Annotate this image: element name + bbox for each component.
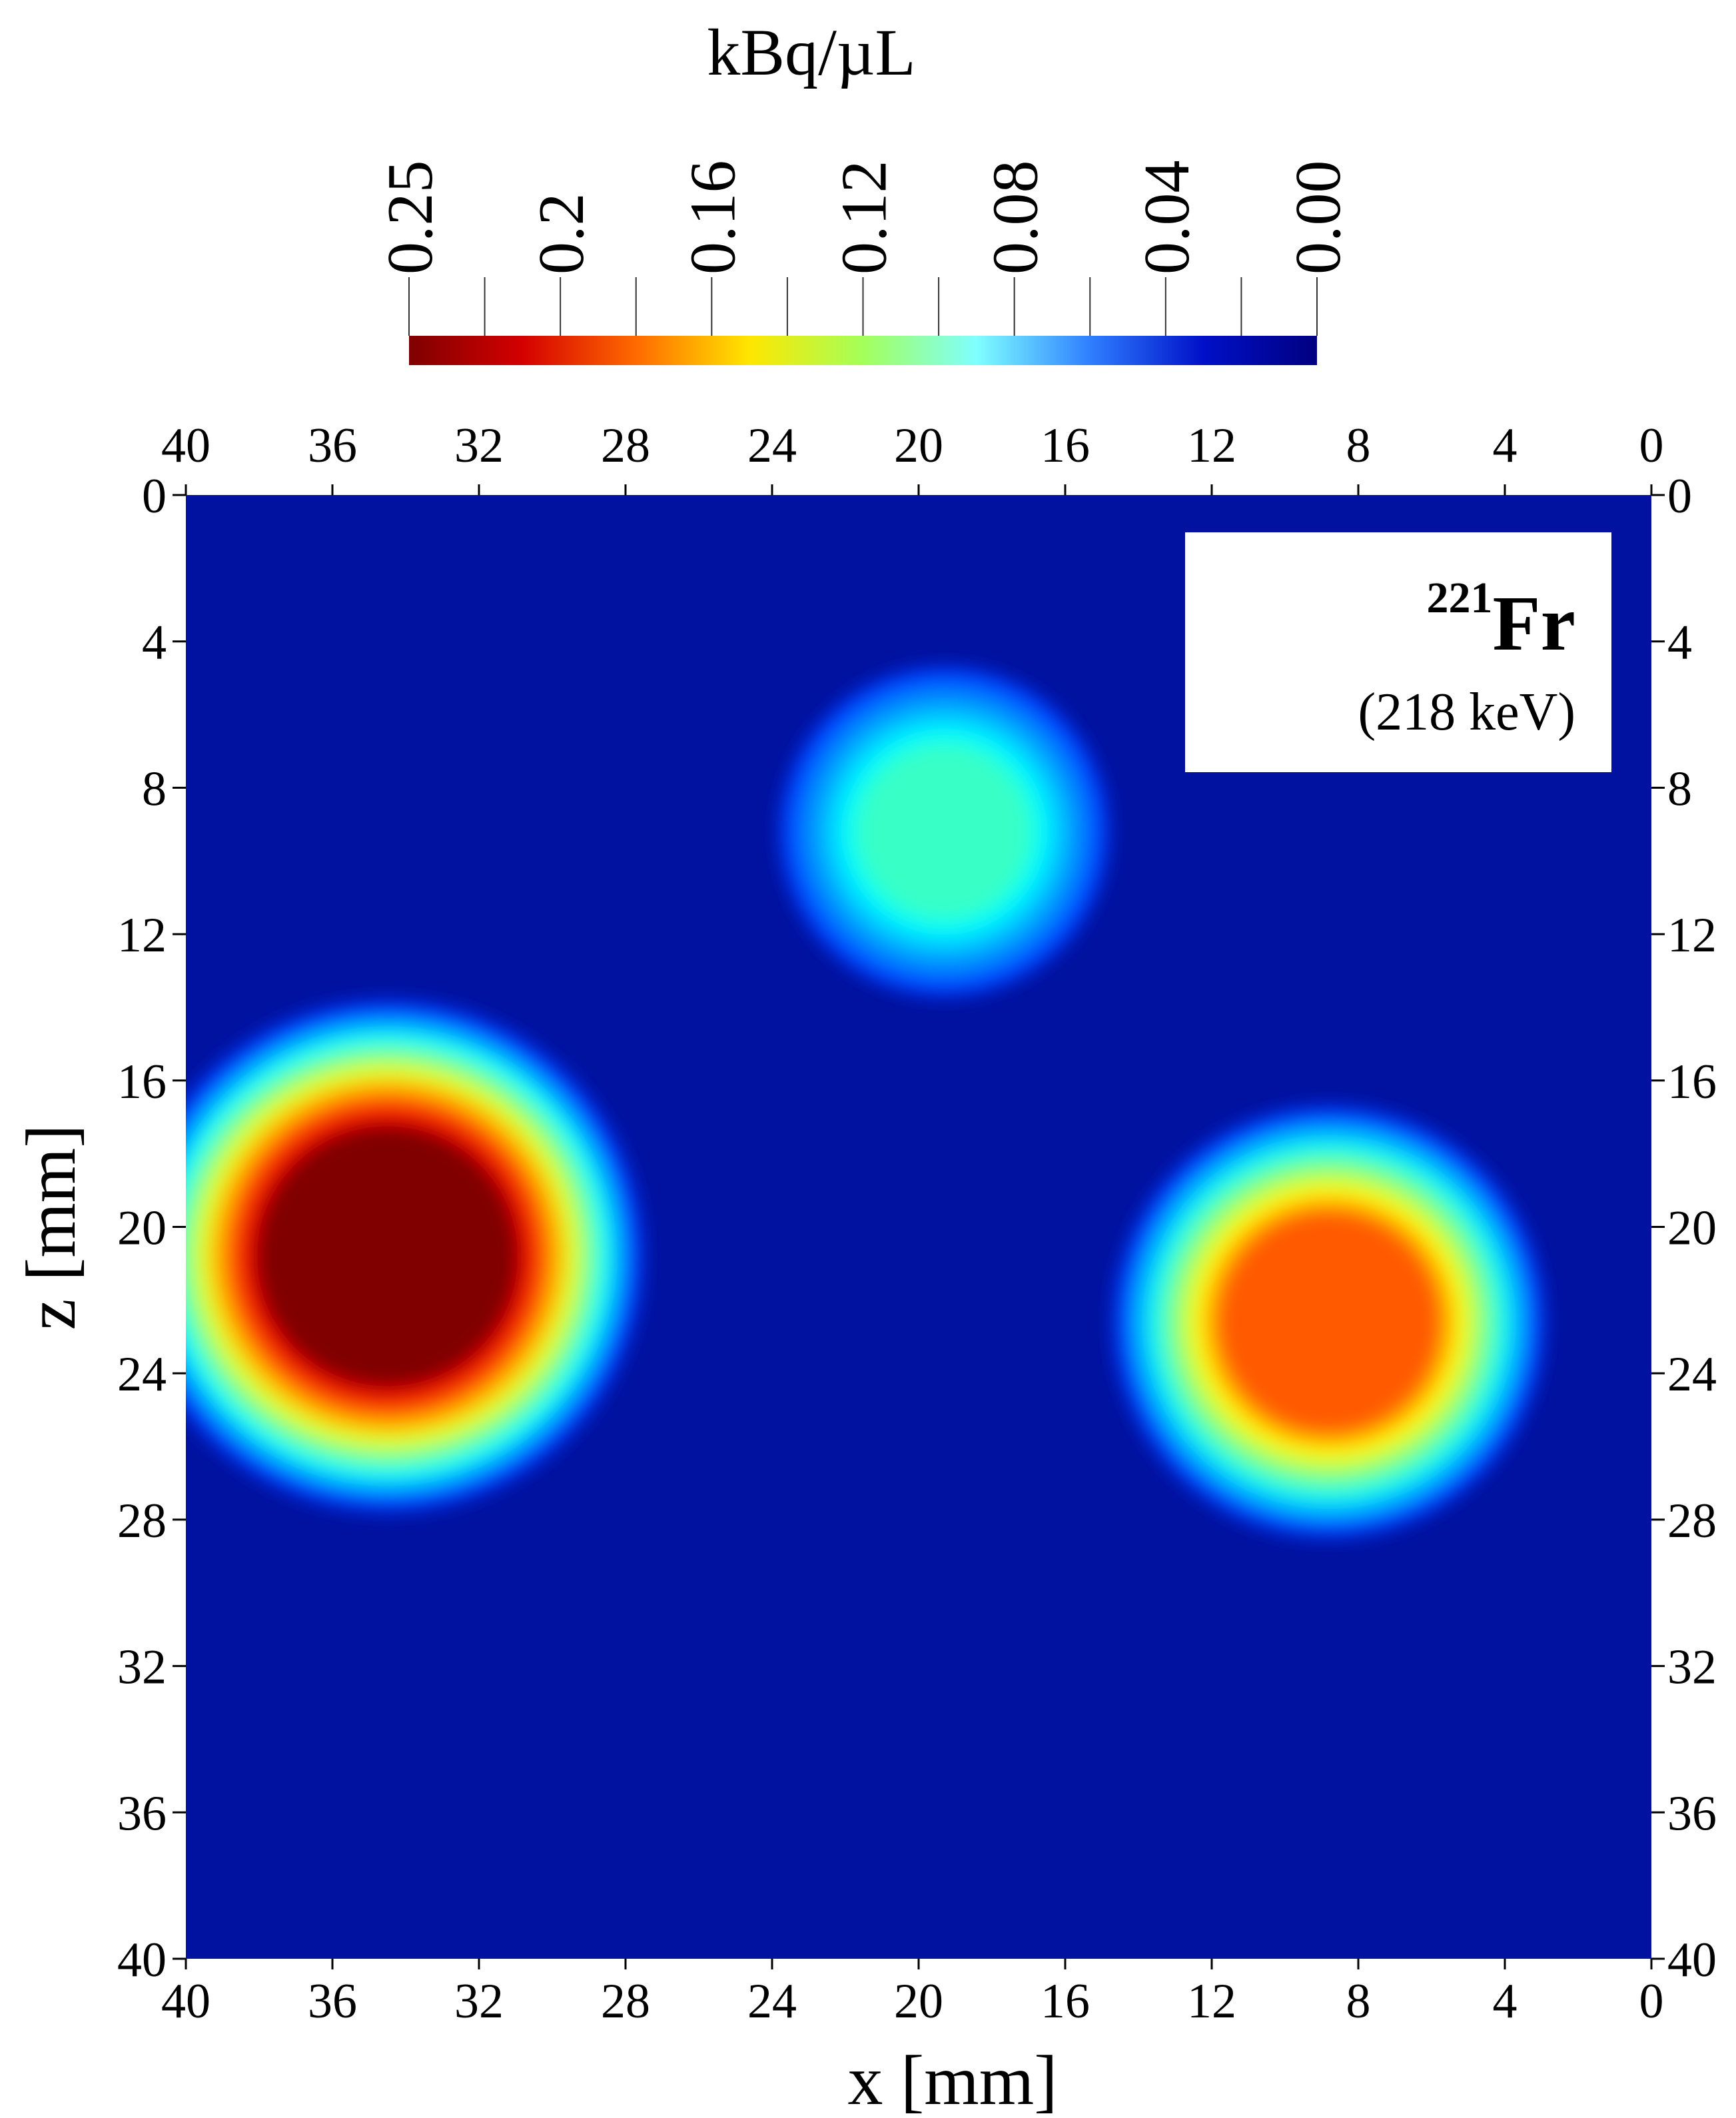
hotspot-ring xyxy=(859,746,1030,917)
y-tick-label-right: 0 xyxy=(1667,469,1692,524)
x-tick-label-top: 4 xyxy=(1493,418,1518,473)
y-tick-label-left: 4 xyxy=(142,616,167,670)
x-tick-label-top: 36 xyxy=(308,418,357,473)
y-tick-label-left: 20 xyxy=(117,1201,167,1256)
x-tick-label-top: 20 xyxy=(894,418,943,473)
x-tick-label-top: 28 xyxy=(601,418,650,473)
y-tick-label-left: 40 xyxy=(117,1933,167,1987)
y-tick-label-left: 24 xyxy=(117,1347,167,1402)
colorbar-tick-label: 0.16 xyxy=(677,161,749,275)
x-tick-label-bottom: 8 xyxy=(1346,1974,1371,2029)
y-tick-label-left: 28 xyxy=(117,1494,167,1548)
colorbar-tick-label: 0.25 xyxy=(374,161,446,275)
isotope-label: 221Fr xyxy=(1427,576,1575,663)
colorbar-title: kBq/µL xyxy=(707,15,915,89)
x-tick-label-top: 8 xyxy=(1346,418,1371,473)
colorbar-tick-label: 0.04 xyxy=(1131,161,1203,275)
y-tick-label-right: 24 xyxy=(1667,1347,1717,1402)
y-tick-label-right: 4 xyxy=(1667,616,1692,670)
x-tick-label-bottom: 32 xyxy=(454,1974,504,2029)
colorbar-tick-label: 0.2 xyxy=(526,193,598,275)
colorbar-tick-label: 0.08 xyxy=(980,161,1052,275)
isotope-mass-number: 221 xyxy=(1426,574,1493,622)
x-tick-label-top: 12 xyxy=(1187,418,1236,473)
plot-area xyxy=(186,495,1651,1959)
colorbar: 0.25 0.2 0.16 0.12 0.08 0.04 0.00 xyxy=(374,161,1354,365)
colorbar-labels: 0.25 0.2 0.16 0.12 0.08 0.04 0.00 xyxy=(374,161,1354,275)
colorbar-ticks xyxy=(408,277,1318,336)
colorbar-tick-label: 0.00 xyxy=(1282,161,1354,275)
y-tick-label-right: 20 xyxy=(1667,1201,1717,1256)
x-tick-label-bottom: 4 xyxy=(1493,1974,1518,2029)
x-tick-label-bottom: 12 xyxy=(1187,1974,1236,2029)
hotspot xyxy=(779,667,1109,997)
x-tick-label-bottom: 20 xyxy=(894,1974,943,2029)
x-tick-label-bottom: 28 xyxy=(601,1974,650,2029)
x-axis-title: x [mm] xyxy=(848,2041,1058,2118)
y-tick-label-right: 40 xyxy=(1667,1933,1717,1987)
x-tick-label-top: 16 xyxy=(1041,418,1090,473)
y-tick-label-right: 32 xyxy=(1667,1640,1717,1695)
energy-label: (218 keV) xyxy=(1358,683,1575,742)
y-tick-label-left: 8 xyxy=(142,762,167,816)
y-tick-label-right: 36 xyxy=(1667,1786,1717,1841)
hotspot-ring xyxy=(1217,1211,1441,1434)
y-tick-label-right: 8 xyxy=(1667,762,1692,816)
y-tick-label-left: 36 xyxy=(117,1786,167,1841)
colorbar-ramp xyxy=(409,336,1317,365)
x-tick-label-bottom: 16 xyxy=(1041,1974,1090,2029)
hotspot-ring xyxy=(255,1124,520,1388)
x-tick-label-bottom: 40 xyxy=(161,1974,211,2029)
x-tick-label-top: 0 xyxy=(1639,418,1664,473)
y-tick-label-left: 0 xyxy=(142,469,167,524)
x-tick-label-bottom: 36 xyxy=(308,1974,357,2029)
isotope-legend: 221Fr (218 keV) xyxy=(1185,532,1611,772)
y-tick-label-left: 32 xyxy=(117,1640,167,1695)
x-tick-label-bottom: 0 xyxy=(1639,1974,1664,2029)
y-tick-label-left: 16 xyxy=(117,1055,167,1109)
y-tick-label-right: 16 xyxy=(1667,1055,1717,1109)
y-tick-label-right: 28 xyxy=(1667,1494,1717,1548)
colorbar-tick-label: 0.12 xyxy=(829,161,901,275)
x-tick-label-bottom: 24 xyxy=(747,1974,797,2029)
y-tick-label-right: 12 xyxy=(1667,908,1717,963)
x-tick-label-top: 32 xyxy=(454,418,504,473)
x-tick-label-top: 40 xyxy=(161,418,211,473)
y-axis-title: z [mm] xyxy=(12,1124,90,1330)
isotope-symbol: Fr xyxy=(1492,580,1575,667)
x-tick-label-top: 24 xyxy=(747,418,797,473)
activity-hotspots xyxy=(186,667,1545,1538)
hotspot xyxy=(186,1000,644,1512)
hotspot xyxy=(1113,1106,1545,1538)
y-tick-label-left: 12 xyxy=(117,908,167,963)
